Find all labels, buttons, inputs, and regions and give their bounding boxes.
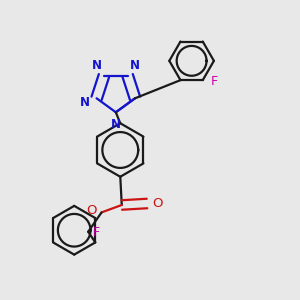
Text: N: N (80, 96, 90, 109)
Text: O: O (152, 197, 162, 210)
Text: N: N (92, 59, 102, 72)
Text: N: N (111, 118, 121, 131)
Text: F: F (93, 226, 100, 239)
Text: N: N (130, 59, 140, 72)
Text: O: O (86, 203, 97, 217)
Text: F: F (211, 75, 218, 88)
